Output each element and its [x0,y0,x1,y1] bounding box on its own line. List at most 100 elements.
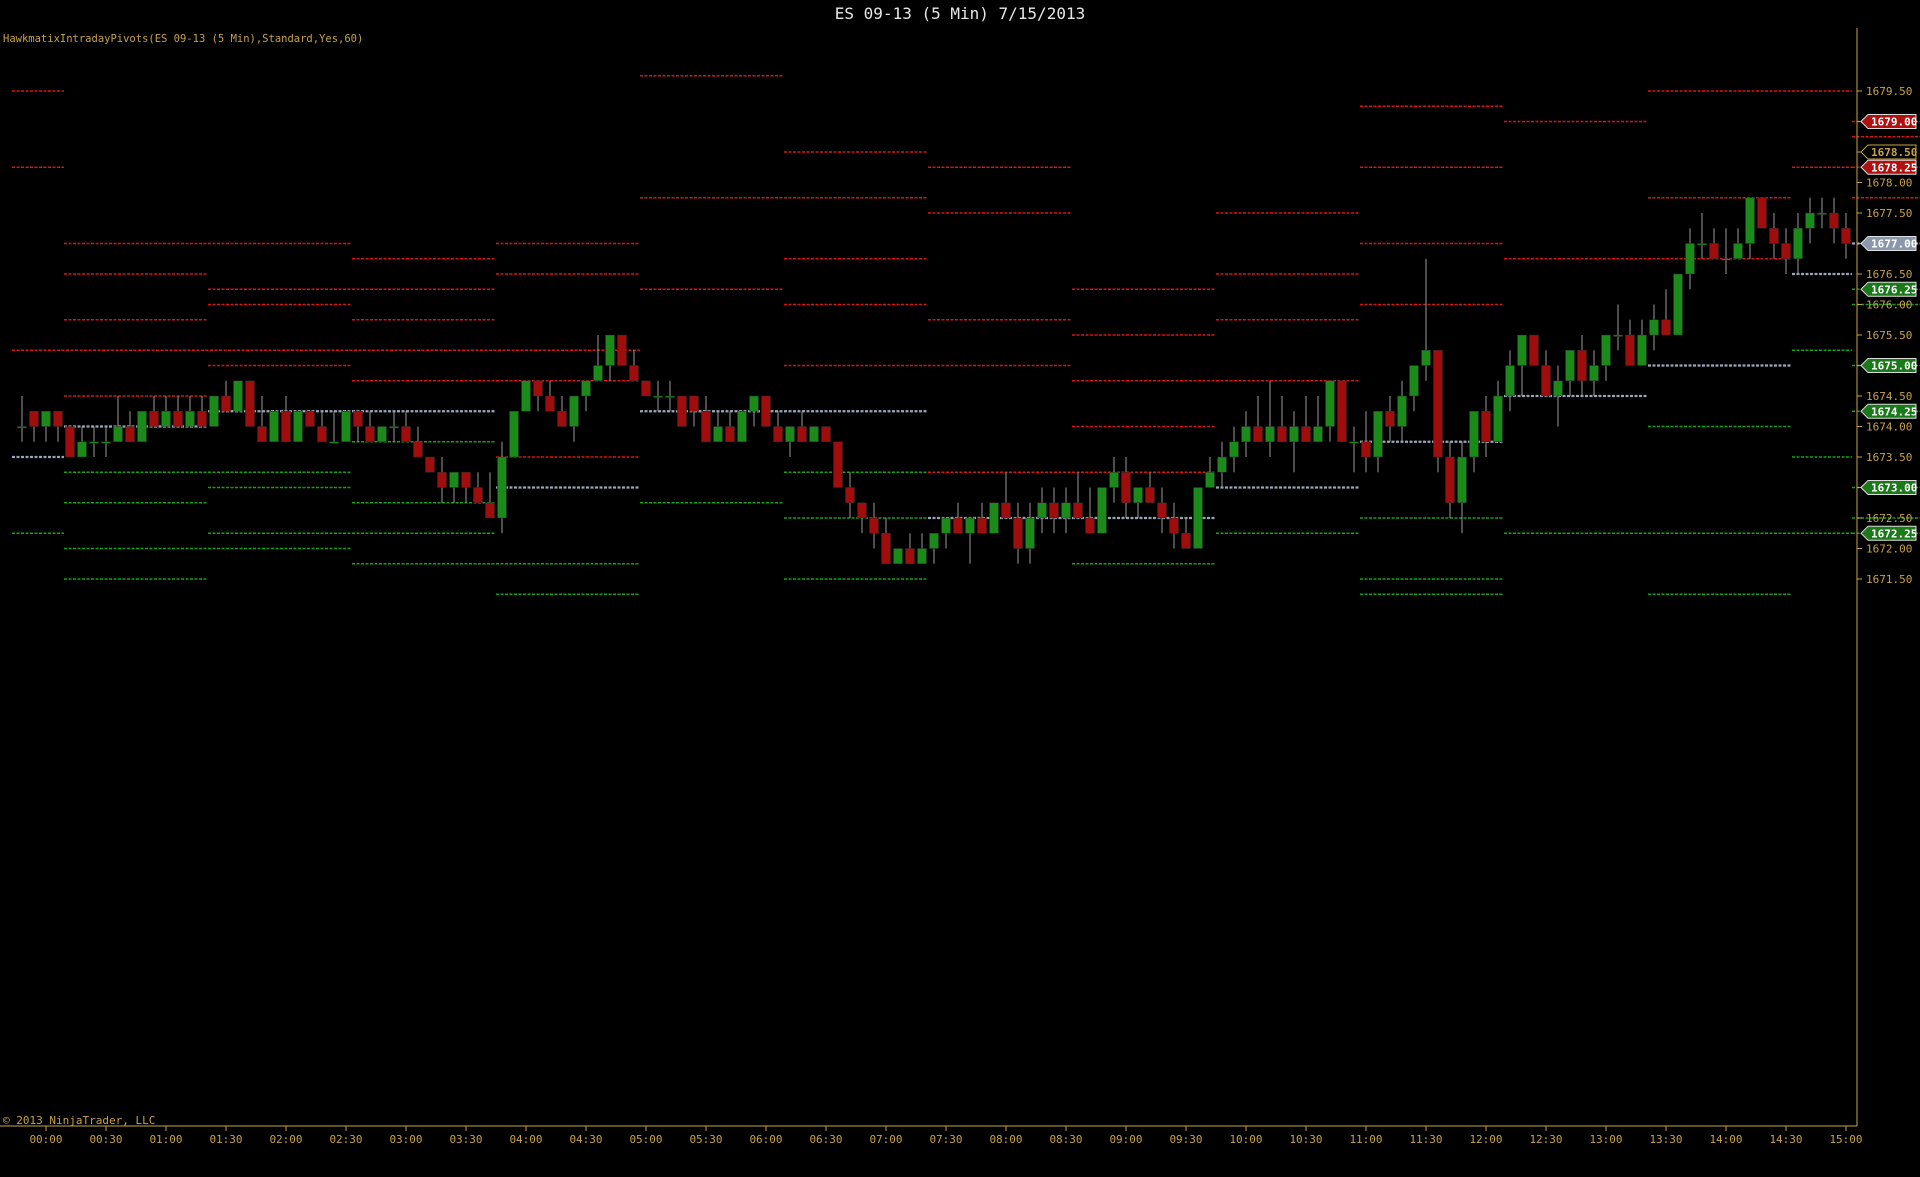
candle-body-down [1121,472,1131,503]
candle [329,411,339,444]
time-axis[interactable]: 00:00 00:30 01:00 01:30 02:00 02:30 03:00 03:30… [0,1125,1863,1146]
candle-body-down [725,426,735,442]
time-tick-label: 12:30 [1529,1133,1562,1146]
time-tick-label: 10:30 [1289,1133,1322,1146]
price-marker-support: 1674.25 [1860,403,1917,419]
candle-body-down [617,334,627,366]
time-tick-label: 11:30 [1409,1133,1442,1146]
price-marker-resistance: 1678.25 [1860,159,1917,175]
candle-body-up [713,426,723,442]
time-tick-label: 03:30 [449,1133,482,1146]
candle-body-up [41,411,51,427]
candle [1325,380,1335,442]
candle-body-down [857,502,867,519]
candle-body-down [1577,350,1587,381]
candle [1373,411,1383,473]
candle [1805,197,1815,244]
candle-body-up [737,411,747,442]
candle [233,380,243,412]
candle [977,502,987,534]
candle-body-up [269,411,279,442]
candle-body-down [1145,487,1155,503]
time-tick-label: 15:00 [1829,1133,1862,1146]
candle [857,502,867,534]
candle-body-up [449,472,459,488]
candle [1745,197,1755,259]
candle-body-up [893,548,903,564]
candle-body-down [761,395,771,427]
candle [1529,334,1539,366]
candle [1493,380,1503,442]
price-marker-label: 1677.00 [1871,238,1917,251]
candle [629,350,639,381]
candle [677,395,687,427]
candle [185,396,195,427]
candle-body-down [977,517,987,534]
candle [293,411,303,442]
candle-body-up [1733,243,1743,259]
candle-body-down [1169,517,1179,534]
candle-body-up [1805,212,1815,229]
candle [1841,213,1851,259]
candle [689,395,699,427]
candle-body-down [197,411,207,427]
candle [1433,350,1443,473]
candle-body-down [221,395,231,412]
candle-body-up [1469,411,1479,458]
candle-body-down [1049,502,1059,519]
candle-body-up [1721,258,1731,261]
candle-body-down [1769,228,1779,244]
time-tick-label: 02:30 [329,1133,362,1146]
candle [497,441,507,534]
candle [1361,411,1371,473]
candle-body-up [1505,365,1515,397]
candle [1733,228,1743,259]
candle [617,334,627,366]
candle-body-down [1709,243,1719,259]
candle [29,411,39,442]
candle-body-down [689,395,699,412]
candle [1133,487,1143,518]
candle [1049,487,1059,534]
price-marker-label: 1672.25 [1871,527,1917,540]
candle [1709,228,1719,259]
candle [89,426,99,457]
candle-body-up [1097,487,1107,534]
candle-body-up [1061,502,1071,519]
candle-body-down [629,365,639,381]
candle-body-up [1673,273,1683,336]
candle-body-down [1085,517,1095,534]
candle [797,411,807,442]
time-tick-label: 10:00 [1229,1133,1262,1146]
candle [401,411,411,442]
candle-body-up [341,411,351,442]
candle-body-up [77,441,87,458]
candle [125,411,135,442]
candle [245,380,255,427]
time-tick-label: 05:00 [629,1133,662,1146]
candle [773,411,783,442]
price-marker-label: 1679.00 [1871,116,1917,129]
price-marker-badge [1860,144,1917,160]
price-tick-label: 1679.50 [1866,85,1912,98]
time-tick-label: 11:00 [1349,1133,1382,1146]
price-tick-label: 1676.50 [1866,268,1912,281]
price-marker-badge [1860,159,1917,175]
candle-body-up [989,502,999,534]
candle [17,396,27,442]
candle-body-up [1793,228,1803,259]
candle-body-up [593,365,603,381]
candle [533,380,543,412]
candle-body-down [1661,319,1671,336]
price-marker-label: 1675.00 [1871,360,1917,373]
candle-body-up [1409,365,1419,397]
candle [1469,411,1479,473]
candle [1301,396,1311,442]
candle [1073,472,1083,519]
candle-body-up [653,395,663,398]
candle-body-down [149,411,159,427]
price-tick-label: 1671.50 [1866,573,1912,586]
candle [1121,457,1131,518]
candle [701,396,711,442]
